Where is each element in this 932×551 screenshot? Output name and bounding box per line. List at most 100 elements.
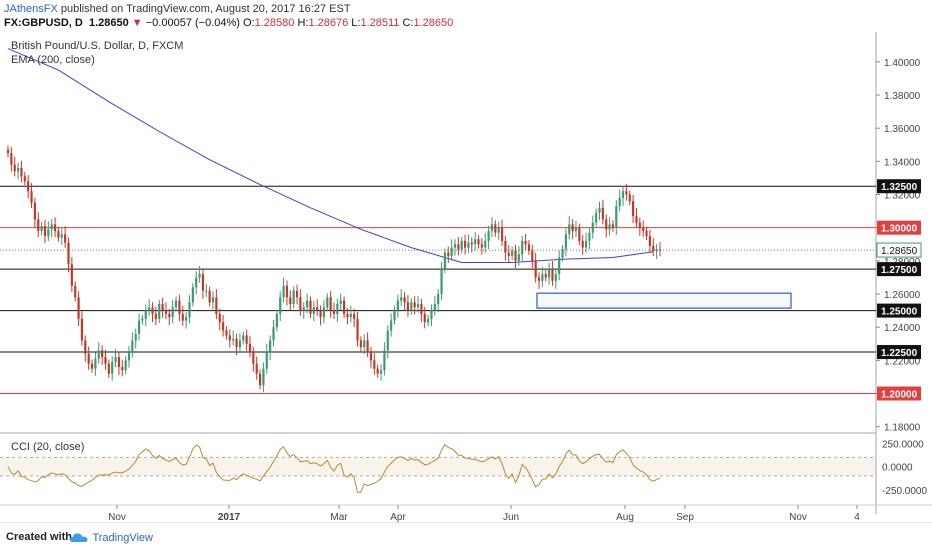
candle-body: [413, 302, 416, 308]
chart-title: British Pound/U.S. Dollar, D, FXCM: [11, 40, 183, 52]
candle-body: [57, 231, 60, 238]
candle-body: [500, 227, 504, 241]
candle-body: [326, 297, 329, 308]
candle-body: [211, 297, 215, 303]
candle-body: [258, 373, 262, 386]
candle-body: [134, 333, 137, 341]
candle-body: [460, 240, 463, 250]
publish-text: published on TradingView.com, August 20,…: [57, 3, 351, 15]
cci-tick-label: 0.0000: [882, 463, 913, 474]
candle-body: [242, 335, 245, 341]
current-price-label: 1.28650: [881, 246, 918, 257]
candle-body: [386, 330, 389, 351]
candle-body: [285, 285, 289, 298]
candle-body: [406, 302, 410, 311]
candle-body: [369, 352, 373, 361]
level-badge-label: 1.27500: [881, 265, 918, 276]
candle-body: [655, 249, 658, 251]
candle-body: [262, 368, 265, 386]
candle-body: [511, 250, 514, 256]
high-label: H:: [297, 17, 309, 29]
candle-body: [30, 191, 33, 203]
candle-body: [531, 250, 534, 261]
time-tick-label: Mar: [330, 512, 348, 522]
candle-body: [111, 362, 114, 374]
candle-body: [60, 234, 63, 238]
candle-body: [353, 313, 356, 319]
open-label: O:: [243, 17, 255, 29]
candle-body: [383, 350, 386, 371]
candle-body: [588, 232, 591, 241]
candle-body: [272, 327, 275, 341]
time-tick-label: Nov: [789, 512, 807, 522]
zone-rect: [536, 292, 792, 309]
candle-body: [16, 167, 20, 172]
candle-body: [349, 313, 352, 318]
level-badge-label: 1.30000: [881, 224, 918, 235]
indicator-label: EMA (200, close): [11, 54, 95, 66]
price-tick-label: 1.18000: [884, 423, 921, 434]
candle-body: [74, 285, 77, 298]
candle-body: [403, 297, 406, 303]
cci-title: CCI (20, close): [11, 441, 84, 453]
low-value: 1.28511: [360, 17, 400, 29]
level-badge: [877, 262, 921, 277]
candle-body: [101, 350, 104, 358]
candle-body: [221, 322, 225, 331]
candle-body: [131, 340, 134, 353]
candle-body: [416, 303, 420, 308]
candle-body: [23, 176, 26, 182]
candle-body: [282, 285, 285, 298]
ema-line: [7, 48, 654, 263]
time-tick-label: Apr: [390, 512, 406, 522]
candle-body: [638, 222, 641, 228]
candle-body: [393, 310, 396, 321]
candle-body: [379, 370, 383, 374]
author-link[interactable]: JAthensFX: [4, 3, 58, 15]
candle-body: [359, 340, 362, 348]
candle-body: [652, 245, 655, 251]
candle-body: [302, 307, 305, 311]
candle-body: [64, 234, 67, 243]
candle-body: [70, 264, 73, 286]
candle-body: [648, 235, 652, 246]
candle-body: [121, 366, 124, 371]
candle-body: [137, 320, 141, 334]
price-chart[interactable]: 1.40000 1.38000 1.36000 1.34000 1.32000 1.300…: [0, 32, 932, 522]
level-badge-label: 1.25000: [881, 307, 918, 318]
candle-body: [201, 274, 205, 291]
price-tick-label: 1.32000: [884, 191, 921, 202]
change-value: −0.00057 (−0.04%): [145, 17, 240, 29]
candle-body: [595, 212, 598, 223]
tradingview-logo[interactable]: TradingView: [70, 529, 153, 547]
price-tick-label: 1.38000: [884, 91, 921, 102]
candle-body: [524, 240, 527, 245]
level-badge-label: 1.32500: [881, 182, 918, 193]
candle-body: [558, 257, 561, 275]
candle-body: [373, 360, 376, 369]
candle-body: [453, 244, 457, 248]
candle-body: [117, 357, 121, 367]
price-tick-label: 1.26000: [884, 290, 921, 301]
price-axis[interactable]: 1.40000 1.38000 1.36000 1.34000 1.32000 1.300…: [876, 58, 927, 497]
candle-body: [635, 216, 638, 223]
candle-body: [450, 247, 453, 256]
candle-body: [561, 249, 564, 258]
candle-body: [336, 303, 339, 314]
low-label: L:: [351, 17, 361, 29]
candle-body: [564, 234, 567, 250]
price-tick-label: 1.40000: [884, 58, 921, 69]
time-tick-label: Sep: [676, 512, 694, 522]
candle-body: [390, 320, 393, 331]
chart-header: JAthensFX published on TradingView.com, …: [0, 0, 932, 32]
candle-body: [87, 353, 90, 364]
candle-body: [77, 297, 80, 319]
time-axis[interactable]: Nov 2017 Mar Apr Jun Aug Sep Nov 4: [108, 505, 860, 522]
candle-body: [107, 363, 110, 374]
price-tick-label: 1.24000: [884, 323, 921, 334]
candle-body: [447, 252, 450, 256]
candle-body: [497, 227, 500, 233]
candle-body: [27, 181, 30, 192]
publish-line: JAthensFX published on TradingView.com, …: [4, 3, 351, 15]
candle-body: [316, 307, 319, 311]
